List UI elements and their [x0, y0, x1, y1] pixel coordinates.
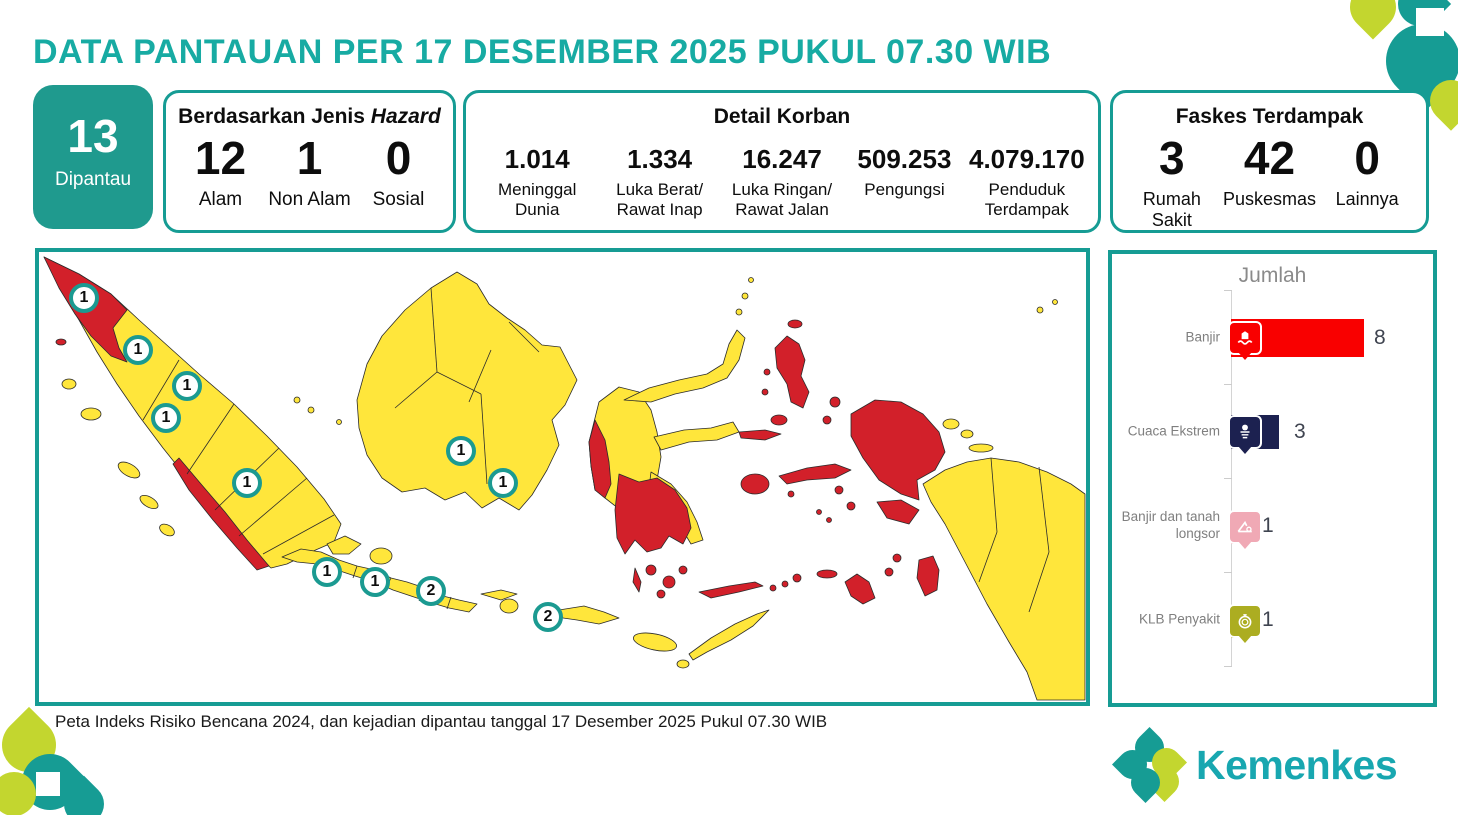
chart-label-klb: KLB Penyakit — [1138, 611, 1220, 627]
chart-label-cuaca: Cuaca Ekstrem — [1127, 423, 1220, 439]
monitored-count-card: 13 Dipantau — [33, 85, 153, 229]
hazard-stat-alam: 12 Alam — [194, 132, 247, 210]
map-marker-sumsel[interactable]: 1 — [232, 468, 262, 498]
chart-value-klb: 1 — [1262, 608, 1274, 631]
faskes-stat-rs: 3 Rumah Sakit — [1142, 132, 1201, 230]
map-marker-sumut[interactable]: 1 — [123, 335, 153, 365]
chart-value-longsor: 1 — [1262, 514, 1274, 537]
victim-stat-luka-berat: 1.334 Luka Berat/ Rawat Inap — [616, 144, 704, 219]
event-count-chart: Jumlah Banjir 8 Cuaca Ekstrem 3 Banjir d… — [1108, 250, 1437, 707]
victim-stat-pengungsi: 509.253 Pengungsi — [857, 144, 952, 199]
kemenkes-brand-text: Kemenkes — [1196, 741, 1398, 788]
flood-icon[interactable] — [1228, 321, 1262, 360]
kemenkes-logo-icon — [1111, 726, 1188, 804]
faskes-stat-lainnya: 0 Lainnya — [1335, 132, 1399, 209]
victim-stat-penduduk: 4.079.170 Penduduk Terdampak — [968, 144, 1085, 219]
faskes-card: Faskes Terdampak 3 Rumah Sakit 42 Puskes… — [1110, 90, 1429, 233]
hazard-type-card: Berdasarkan Jenis Hazard 12 Alam 1 Non A… — [163, 90, 456, 233]
chart-label-banjir: Banjir — [1185, 329, 1220, 345]
indonesia-map-panel: 1 1 1 1 1 1 1 1 1 2 2 — [35, 248, 1090, 706]
hazard-stat-non-alam: 1 Non Alam — [268, 132, 351, 210]
indonesia-map — [43, 256, 1086, 701]
map-marker-riau[interactable]: 1 — [172, 371, 202, 401]
map-marker-kalteng[interactable]: 1 — [446, 436, 476, 466]
victim-stat-luka-ringan: 16.247 Luka Ringan/ Rawat Jalan — [731, 144, 833, 219]
faskes-stat-puskesmas: 42 Puskesmas — [1222, 132, 1317, 209]
flood-landslide-icon[interactable] — [1228, 510, 1262, 549]
map-marker-aceh[interactable]: 1 — [69, 283, 99, 313]
map-marker-ntb[interactable]: 2 — [533, 602, 563, 632]
extreme-weather-icon[interactable] — [1228, 415, 1262, 454]
map-caption: Peta Indeks Risiko Bencana 2024, dan kej… — [55, 712, 828, 731]
map-marker-sumbar[interactable]: 1 — [151, 403, 181, 433]
map-marker-jabar[interactable]: 1 — [312, 557, 342, 587]
hazard-card-title: Berdasarkan Jenis Hazard — [178, 105, 441, 128]
victim-detail-card: Detail Korban 1.014 Meninggal Dunia 1.33… — [463, 90, 1101, 233]
map-marker-kalsel[interactable]: 1 — [488, 468, 518, 498]
faskes-card-title: Faskes Terdampak — [1175, 105, 1364, 128]
map-marker-jateng[interactable]: 1 — [360, 567, 390, 597]
hazard-stat-sosial: 0 Sosial — [372, 132, 425, 210]
monitored-label: Dipantau — [54, 169, 132, 190]
chart-value-cuaca: 3 — [1294, 420, 1306, 443]
chart-label-longsor: Banjir dan tanah longsor — [1121, 509, 1220, 541]
kemenkes-brand: Kemenkes — [1111, 726, 1398, 804]
chart-value-banjir: 8 — [1374, 326, 1386, 349]
disease-outbreak-icon[interactable] — [1228, 604, 1262, 643]
victim-stat-meninggal: 1.014 Meninggal Dunia — [497, 144, 577, 219]
victim-card-title: Detail Korban — [713, 105, 851, 128]
chart-title: Jumlah — [1238, 264, 1307, 287]
monitored-count: 13 — [67, 110, 119, 162]
page-title: DATA PANTAUAN PER 17 DESEMBER 2025 PUKUL… — [33, 33, 1052, 71]
map-marker-jatim[interactable]: 2 — [416, 576, 446, 606]
